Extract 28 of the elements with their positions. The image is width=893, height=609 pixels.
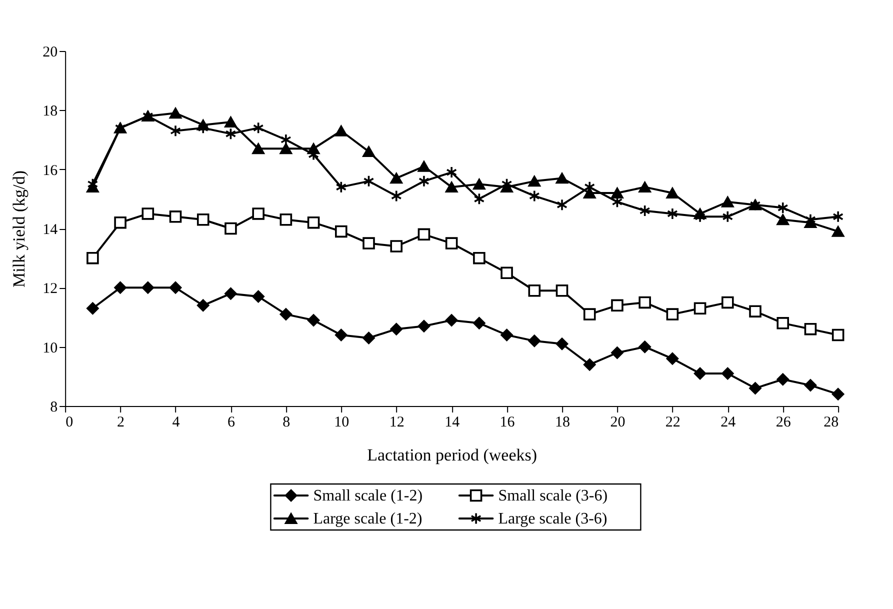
x-tick-label: 18: [555, 414, 570, 430]
x-tick-label: 28: [824, 414, 839, 430]
y-tick-label: 20: [42, 44, 58, 60]
x-tick-label: 6: [227, 414, 236, 430]
x-tick-label: 22: [665, 414, 680, 430]
legend-label: Large scale (1-2): [313, 510, 422, 528]
x-tick-label: 2: [117, 414, 125, 430]
y-tick-label: 10: [42, 340, 58, 356]
x-tick-label: 24: [720, 414, 736, 430]
x-tick-label: 10: [334, 414, 350, 430]
y-axis-title: Milk yield (kg/d): [10, 170, 29, 288]
y-tick-label: 18: [42, 104, 58, 120]
legend-label: Small scale (3-6): [498, 488, 608, 504]
x-tick-label: 4: [172, 414, 180, 430]
x-tick-label: 14: [444, 414, 460, 430]
legend-label: Large scale (3-6): [498, 510, 608, 528]
y-tick-label: 12: [42, 281, 58, 298]
x-tick-label: 12: [389, 414, 404, 430]
x-tick-label: 0: [66, 414, 74, 430]
x-tick-label: 26: [776, 414, 792, 430]
legend-label: Small scale (1-2): [313, 488, 423, 504]
x-tick-label: 20: [610, 414, 626, 430]
y-tick-label: 16: [42, 162, 58, 179]
x-tick-label: 16: [500, 414, 516, 430]
y-tick-label: 14: [42, 222, 58, 238]
x-tick-label: 8: [282, 414, 290, 430]
x-axis-title: Lactation period (weeks): [367, 446, 538, 464]
y-tick-label: 8: [50, 400, 58, 416]
